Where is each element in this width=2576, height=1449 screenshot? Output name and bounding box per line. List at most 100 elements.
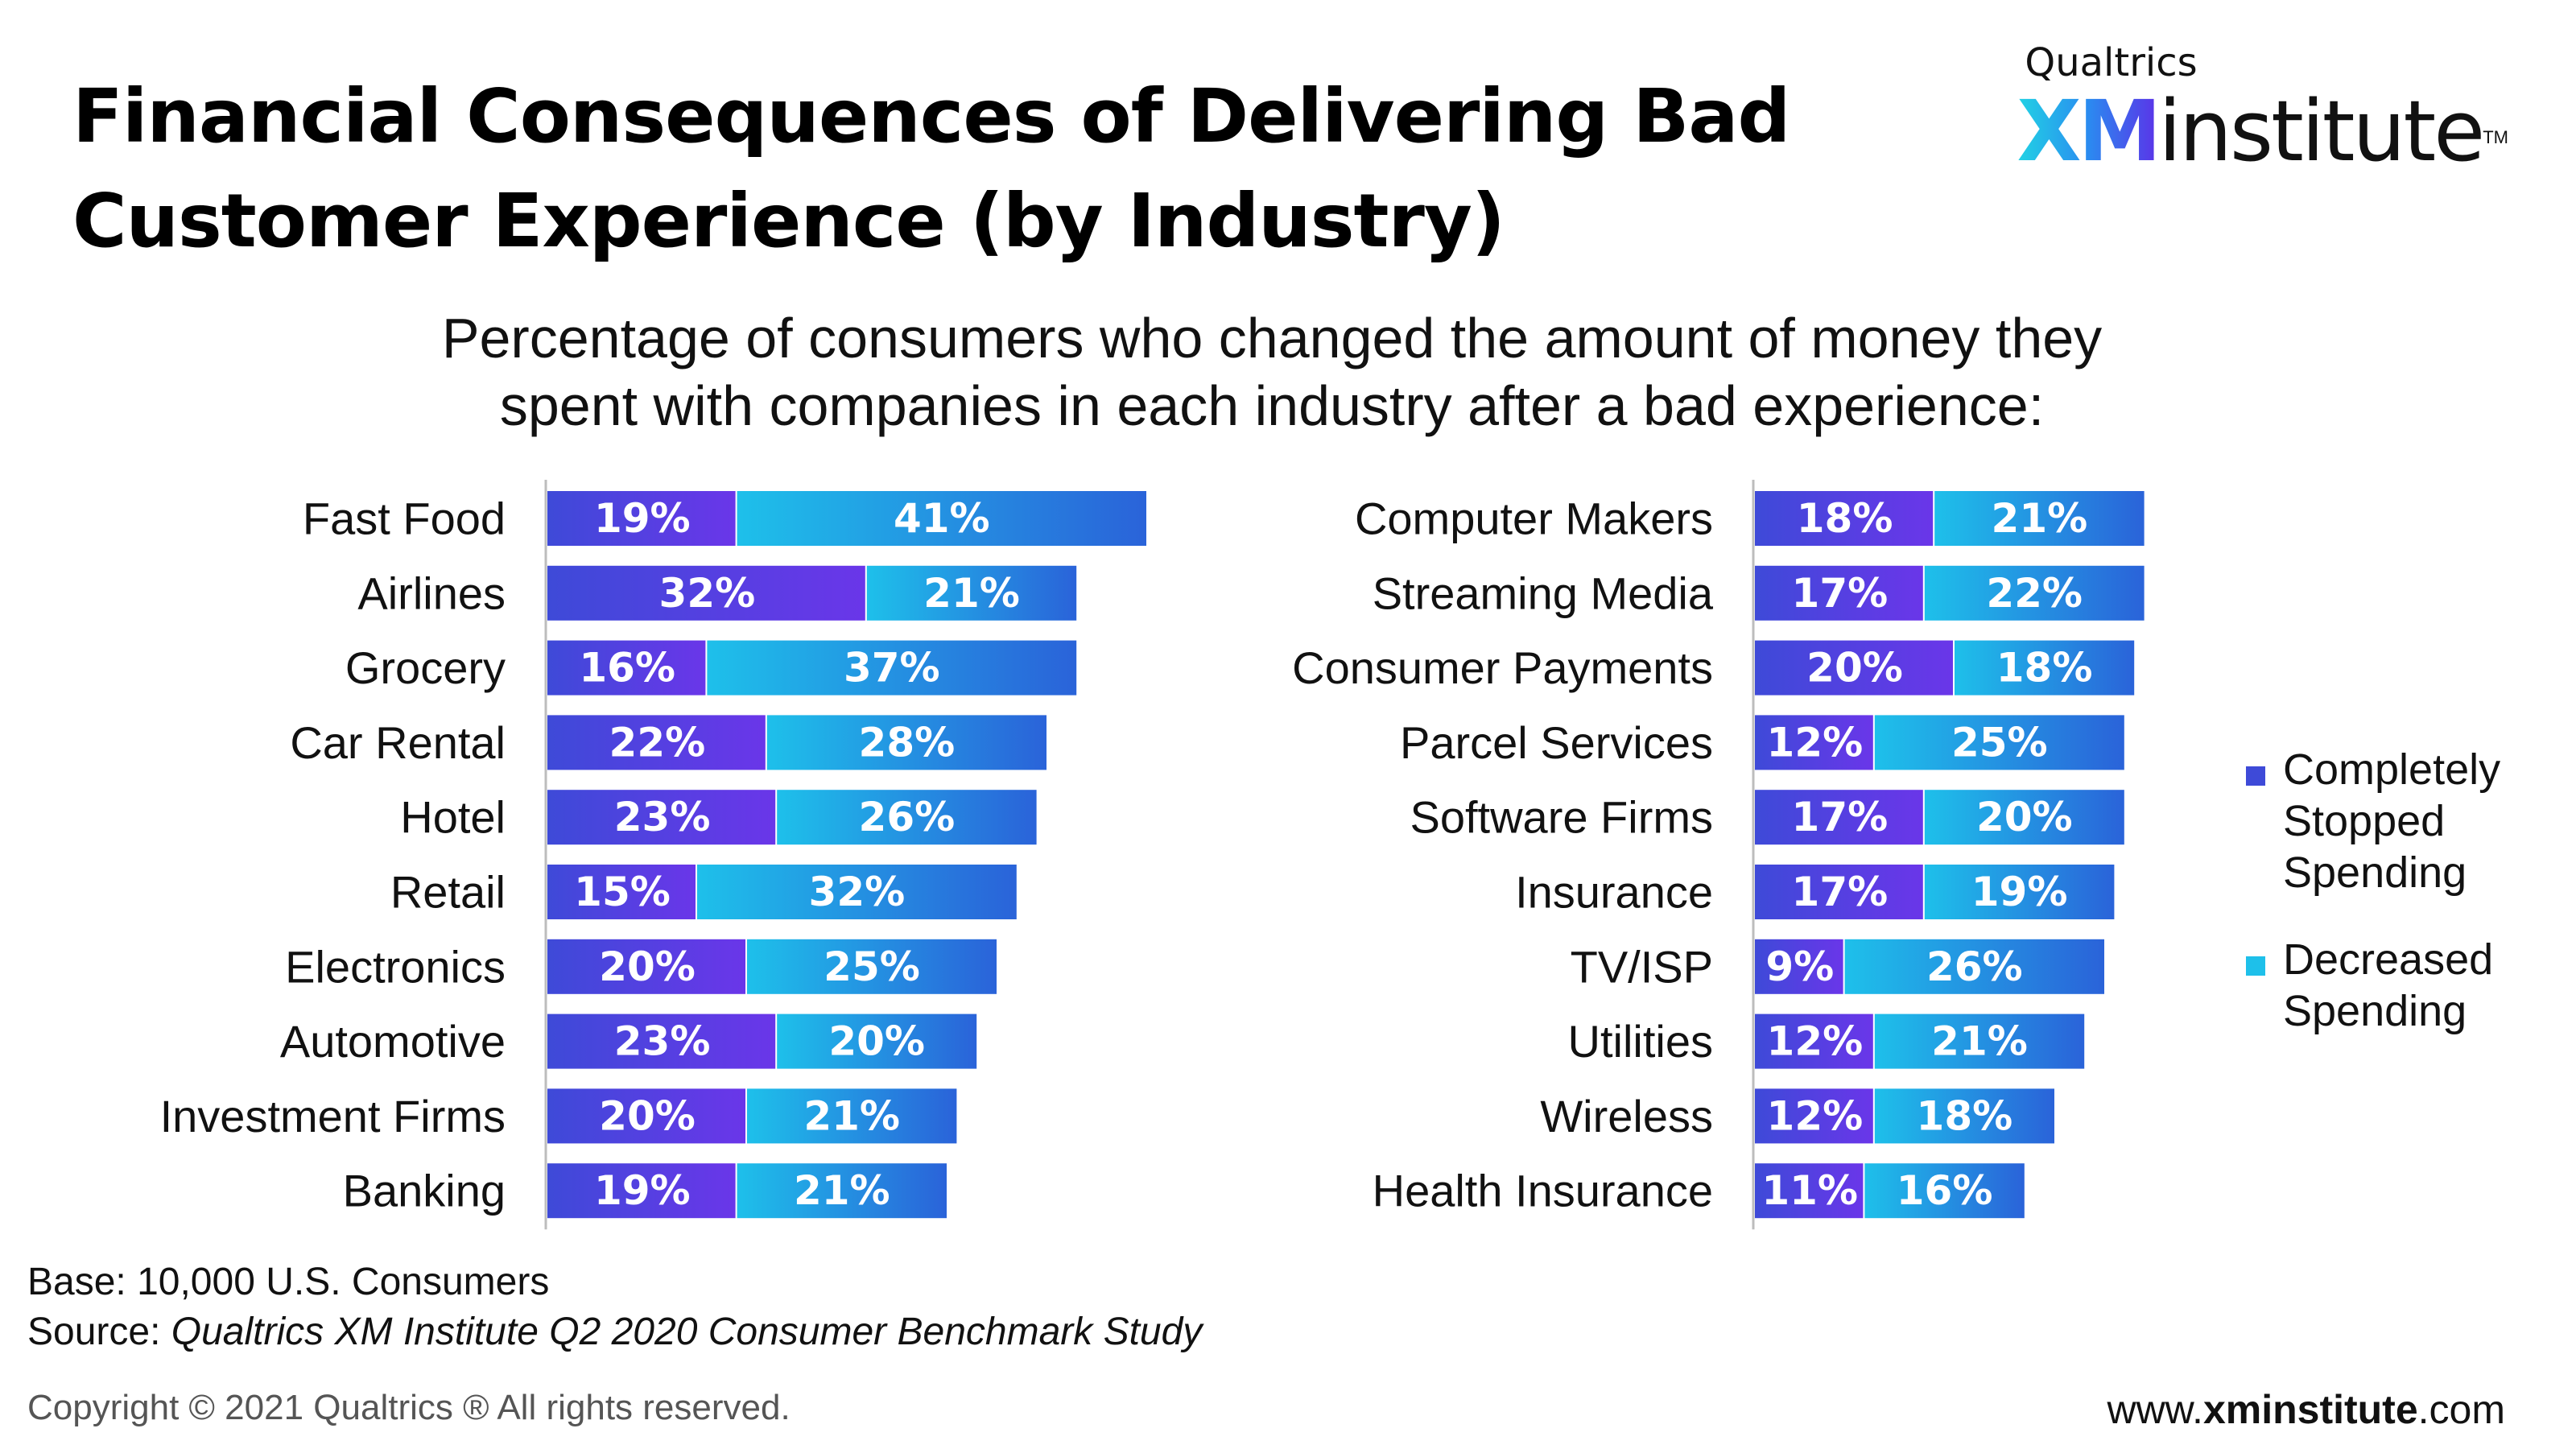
bar-segment-stopped <box>547 1013 776 1069</box>
bar-segment-stopped <box>1755 939 1843 994</box>
category-label: Computer Makers <box>1355 493 1713 544</box>
bar-value-label: 16% <box>1897 1167 1993 1214</box>
bar-segment-decreased <box>1874 715 2124 770</box>
legend-label-decreased: Decreased Spending <box>2283 935 2494 1035</box>
bar-value-label: 18% <box>1996 645 2093 691</box>
bar-segment-decreased <box>737 1163 947 1219</box>
bar-value-label: 23% <box>614 1018 711 1065</box>
bar-segment-stopped <box>547 715 766 770</box>
website-suffix: .com <box>2417 1387 2505 1432</box>
bar-segment-decreased <box>747 939 997 994</box>
logo-brand: Qualtrics <box>2025 40 2198 85</box>
bar-value-label: 21% <box>1931 1018 2028 1065</box>
bar-value-label: 12% <box>1767 719 1864 766</box>
bar-value-label: 41% <box>894 495 990 542</box>
bar-segment-decreased <box>777 790 1037 845</box>
bar-segment-stopped <box>1755 865 1923 919</box>
legend-swatch-stopped <box>2246 766 2265 786</box>
bar-value-label: 20% <box>599 943 696 990</box>
subtitle-line-1: Percentage of consumers who changed the … <box>441 307 2103 369</box>
bar-segment-stopped <box>547 491 736 546</box>
left-chart: Fast Food 19% 41% Airlines 32% 21% Grocery 16% 3… <box>160 480 1146 1230</box>
category-label: Electronics <box>285 941 506 992</box>
bar-segment-decreased <box>737 491 1146 546</box>
bar-segment-stopped <box>1755 1163 1864 1219</box>
bar-segment-stopped <box>547 865 696 919</box>
bar-value-label: 21% <box>1992 495 2088 542</box>
source-text: Qualtrics XM Institute Q2 2020 Consumer … <box>171 1311 1203 1353</box>
bar-segment-decreased <box>766 715 1046 770</box>
category-label: Software Firms <box>1410 792 1714 843</box>
right-chart: Computer Makers 18% 21% Streaming Media 17% 2… <box>1292 480 2145 1230</box>
bar-value-label: 28% <box>859 719 956 766</box>
bar-segment-decreased <box>1924 565 2145 621</box>
bar-segment-stopped <box>1755 1013 1873 1069</box>
logo-institute: institute <box>2158 82 2485 180</box>
bar-segment-decreased <box>1844 939 2104 994</box>
legend-item-stopped: Completely Stopped Spending <box>2246 744 2576 898</box>
website-link[interactable]: www.xminstitute.com <box>2107 1386 2505 1433</box>
bar-value-label: 21% <box>794 1167 890 1214</box>
category-label: Grocery <box>345 642 506 693</box>
legend-swatch-decreased <box>2246 956 2265 976</box>
bar-segment-decreased <box>697 865 1017 919</box>
bar-value-label: 26% <box>1926 943 2023 990</box>
chart-subtitle: Percentage of consumers who changed the … <box>306 304 2238 440</box>
category-label: Consumer Payments <box>1292 642 1713 693</box>
bar-value-label: 20% <box>599 1092 696 1139</box>
chart-legend: Completely Stopped Spending Decreased Sp… <box>2246 744 2576 1072</box>
bar-value-label: 16% <box>579 645 675 691</box>
category-label: Parcel Services <box>1400 717 1713 768</box>
bar-segment-stopped <box>1755 790 1923 845</box>
category-label: Streaming Media <box>1373 568 1714 618</box>
bar-value-label: 11% <box>1761 1167 1858 1214</box>
bar-value-label: 25% <box>824 943 920 990</box>
bar-value-label: 15% <box>574 869 671 915</box>
bar-segment-stopped <box>547 565 865 621</box>
bar-value-label: 32% <box>809 869 906 915</box>
bar-segment-decreased <box>1864 1163 2025 1219</box>
category-label: Insurance <box>1515 867 1713 918</box>
bar-segment-stopped <box>547 1088 745 1144</box>
bar-value-label: 19% <box>594 1167 691 1214</box>
copyright-text: Copyright © 2021 Qualtrics ® All rights … <box>27 1388 791 1427</box>
category-label: Investment Firms <box>160 1091 506 1141</box>
category-label: Utilities <box>1568 1016 1713 1067</box>
page-title: Financial Consequences of Delivering Bad… <box>72 73 1790 264</box>
category-label: Wireless <box>1540 1091 1713 1141</box>
bar-segment-decreased <box>1874 1088 2054 1144</box>
logo-trademark: TM <box>2483 127 2508 147</box>
logo-xm: XM <box>2017 82 2161 180</box>
category-label: Fast Food <box>303 493 506 544</box>
category-label: TV/ISP <box>1571 941 1713 992</box>
website-domain: xminstitute <box>2202 1387 2418 1432</box>
bar-segment-decreased <box>866 565 1077 621</box>
bar-value-label: 17% <box>1792 794 1889 840</box>
bar-value-label: 19% <box>1971 869 2068 915</box>
bar-segment-stopped <box>1755 1088 1873 1144</box>
source-prefix: Source: <box>27 1311 171 1353</box>
bar-value-label: 20% <box>1806 645 1903 691</box>
bar-segment-stopped <box>1755 565 1923 621</box>
category-label: Car Rental <box>290 717 506 768</box>
bar-value-label: 26% <box>859 794 956 840</box>
bar-value-label: 17% <box>1792 570 1889 617</box>
bar-segment-stopped <box>547 939 745 994</box>
legend-label-stopped: Completely Stopped Spending <box>2283 745 2501 897</box>
bar-segment-decreased <box>777 1013 977 1069</box>
bar-value-label: 22% <box>1986 570 2083 617</box>
category-label: Retail <box>390 867 506 918</box>
bar-segment-decreased <box>1874 1013 2085 1069</box>
bar-value-label: 21% <box>923 570 1020 617</box>
bar-value-label: 12% <box>1767 1018 1864 1065</box>
bar-segment-stopped <box>547 640 706 696</box>
base-note: Base: 10,000 U.S. Consumers <box>27 1261 550 1303</box>
bar-segment-decreased <box>1924 865 2115 919</box>
bar-segment-decreased <box>1924 790 2124 845</box>
bar-value-label: 20% <box>828 1018 925 1065</box>
bar-segment-stopped <box>547 1163 736 1219</box>
bar-value-label: 17% <box>1792 869 1889 915</box>
category-label: Automotive <box>280 1016 506 1067</box>
bar-segment-decreased <box>747 1088 957 1144</box>
